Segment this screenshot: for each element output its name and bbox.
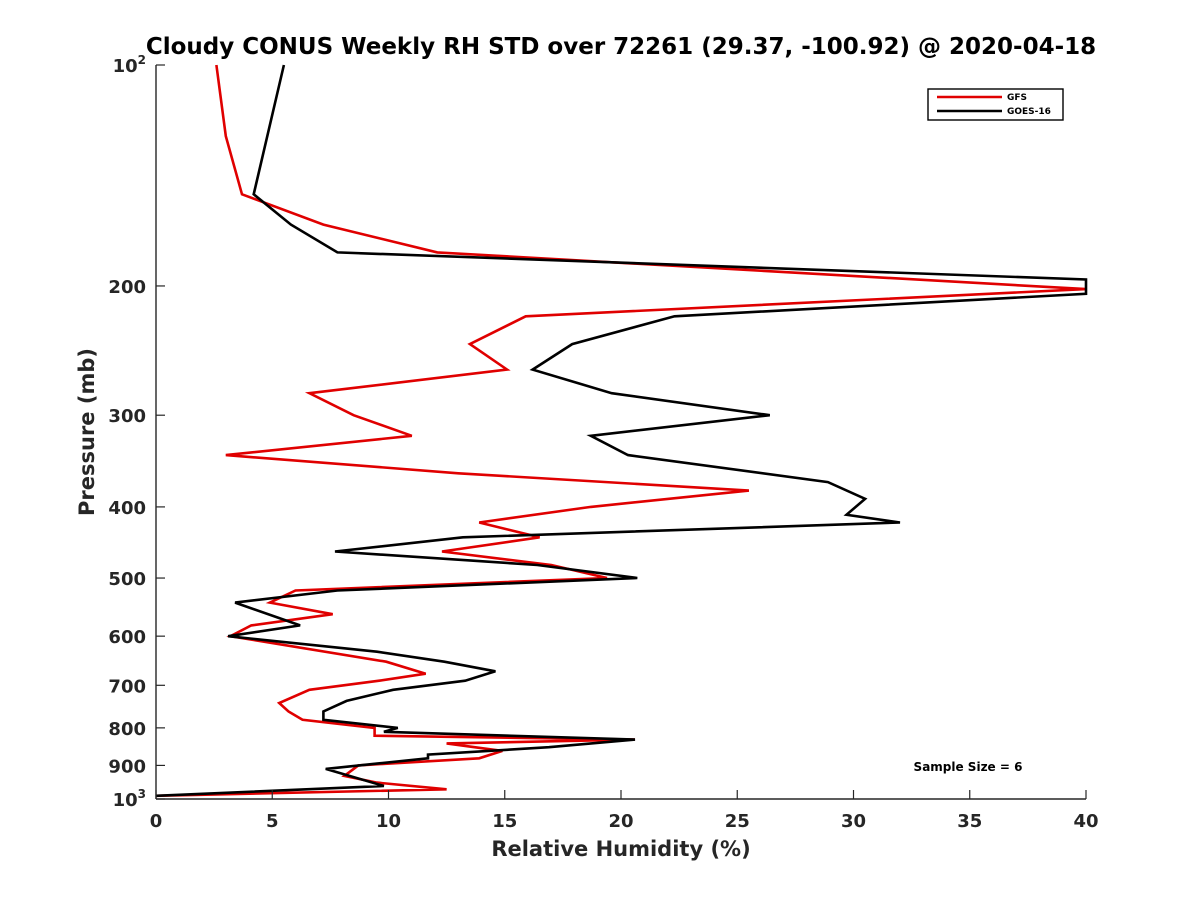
y-tick-label: 400 [108, 498, 146, 519]
y-tick-label: 900 [108, 756, 146, 777]
x-tick-label: 10 [376, 811, 401, 832]
chart-title: Cloudy CONUS Weekly RH STD over 72261 (2… [146, 34, 1096, 60]
x-tick-label: 40 [1073, 811, 1098, 832]
y-tick-label: 600 [108, 627, 146, 648]
y-tick-label: 103 [113, 787, 146, 811]
series-line-goes16 [155, 64, 1088, 798]
axes-layer: 0 5 10 15 20 25 30 35 40 102 200 300 400 500 600 700 800… [108, 53, 1098, 832]
x-tick-label: 20 [608, 811, 633, 832]
legend-label-gfs: GFS [1007, 93, 1027, 103]
x-tick-label: 0 [150, 811, 163, 832]
x-tick-label: 15 [492, 811, 517, 832]
y-tick-label: 200 [108, 277, 146, 298]
legend: GFS GOES-16 [927, 88, 1064, 121]
y-tick-label: 800 [108, 719, 146, 740]
legend-label-goes16: GOES-16 [1007, 107, 1051, 117]
y-axis-label: Pressure (mb) [75, 348, 99, 516]
x-tick-label: 35 [957, 811, 982, 832]
x-tick-label: 25 [725, 811, 750, 832]
y-tick-label: 102 [113, 53, 146, 77]
sample-size-annotation: Sample Size = 6 [914, 760, 1023, 774]
y-tick-label: 700 [108, 676, 146, 697]
x-tick-label: 30 [841, 811, 866, 832]
y-tick-label: 500 [108, 569, 146, 590]
series-layer [155, 64, 1088, 798]
x-axis-label: Relative Humidity (%) [491, 837, 750, 861]
legend-box [927, 88, 1064, 121]
x-tick-label: 5 [266, 811, 279, 832]
y-tick-label: 300 [108, 406, 146, 427]
